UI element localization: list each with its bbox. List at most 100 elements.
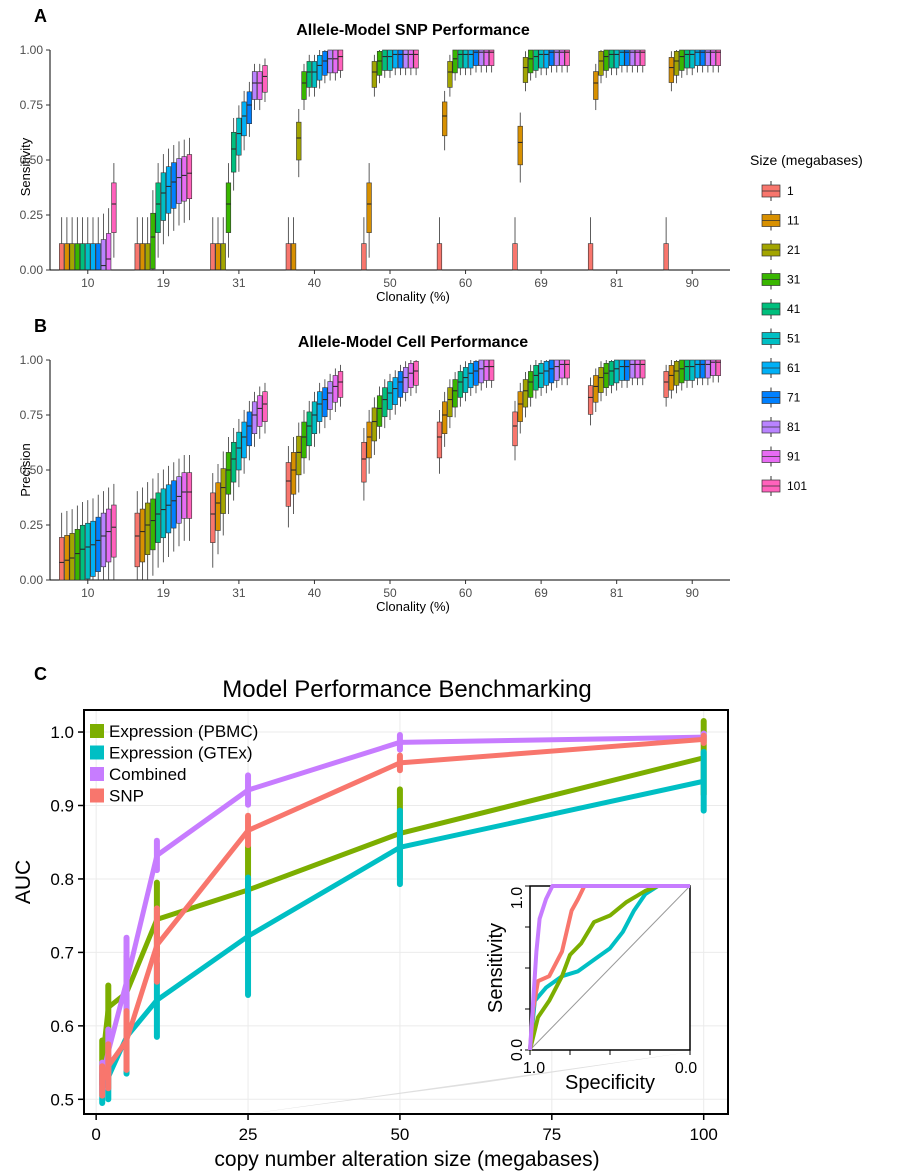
panel-a-box	[528, 49, 534, 74]
panel-b-box	[447, 387, 453, 418]
panel-a-box	[285, 243, 291, 271]
panel-a-box	[673, 51, 680, 76]
panel-c-legend-label: Expression (GTEx)	[109, 744, 253, 763]
panel-a-box	[629, 49, 635, 66]
panel-b-box	[442, 401, 448, 434]
panel-b-box	[85, 522, 91, 580]
panel-b-y-tick-label: 0.50	[20, 463, 44, 477]
panel-b-box	[225, 452, 232, 495]
panel-a-box	[689, 49, 695, 69]
panel-a-y-tick-label: 0.75	[20, 98, 44, 112]
panel-b-box	[246, 411, 252, 447]
panel-b-box	[95, 516, 101, 572]
panel-b-box	[512, 411, 518, 447]
panel-b-box	[111, 504, 117, 558]
panel-b-box	[710, 359, 716, 376]
panel-c-x-tick-label: 75	[542, 1125, 561, 1144]
panel-b-box	[473, 361, 479, 386]
panel-a-box	[538, 49, 544, 69]
panel-c-y-tick-label: 0.6	[50, 1017, 74, 1036]
panel-a-box	[442, 101, 448, 137]
panel-c-legend-label: Expression (PBMC)	[109, 722, 258, 741]
panel-a-box	[640, 49, 646, 66]
panel-b-box	[689, 359, 695, 381]
panel-a-box	[155, 182, 161, 233]
panel-a-box	[171, 162, 177, 209]
panel-a-box	[473, 49, 479, 66]
panel-a-box	[705, 49, 711, 66]
panel-b-box	[408, 363, 414, 389]
panel-b-box	[705, 359, 711, 379]
panel-b-x-tick-label: 10	[81, 586, 95, 600]
panel-a-box	[69, 243, 75, 271]
panel-b-box	[603, 363, 609, 389]
panel-a-box	[624, 49, 630, 66]
panel-c-x-tick-label: 25	[239, 1125, 258, 1144]
panel-b-box	[452, 379, 458, 408]
panel-a-box	[598, 51, 604, 76]
panel-b-box	[160, 488, 166, 539]
panel-a-box	[593, 71, 599, 100]
panel-a-x-tick-label: 60	[459, 276, 473, 290]
panel-a-box	[522, 57, 529, 83]
panel-a-box	[619, 49, 625, 66]
panel-b-x-tick-label: 31	[232, 586, 246, 600]
panel-a-x-tick-label: 90	[686, 276, 700, 290]
panel-b-box	[150, 498, 156, 551]
panel-a-box	[296, 121, 302, 161]
panel-b-box	[640, 359, 646, 379]
panel-a-box	[301, 71, 307, 100]
panel-a-box	[257, 71, 263, 100]
panel-b-box	[176, 476, 182, 524]
inset-xlabel: Specificity	[565, 1072, 655, 1094]
panel-b-box	[100, 512, 107, 568]
panel-a-box	[462, 49, 469, 69]
panel-b-box	[90, 520, 96, 577]
panel-a-box	[111, 182, 117, 233]
panel-a-y-tick-label: 0.25	[20, 208, 44, 222]
zoom-wedge	[248, 1052, 691, 1114]
panel-b-box	[165, 484, 172, 534]
panel-b-box	[251, 401, 258, 434]
panel-a-x-tick-label: 69	[534, 276, 548, 290]
panel-b-box	[301, 421, 307, 459]
panel-c-y-tick-label: 0.5	[50, 1090, 74, 1109]
panel-a-box	[457, 49, 463, 69]
panel-a-box	[543, 49, 549, 69]
panel-b-box	[634, 359, 641, 379]
panel-a-box	[413, 49, 419, 69]
panel-a-x-tick-label: 81	[610, 276, 624, 290]
panel-b-x-tick-label: 19	[157, 586, 171, 600]
panel-b-box	[337, 371, 344, 398]
panel-c-x-tick-label: 100	[690, 1125, 718, 1144]
size-legend-label: 101	[787, 479, 807, 493]
panel-b-box	[317, 391, 323, 422]
size-legend-label: 1	[787, 184, 794, 198]
panel-b-box	[376, 395, 383, 427]
panel-a-box	[176, 158, 182, 204]
panel-a-box	[90, 243, 96, 271]
panel-b-x-tick-label: 69	[534, 586, 548, 600]
panel-a-box	[512, 243, 518, 271]
panel-a-box	[290, 243, 297, 271]
panel-a-box	[371, 61, 377, 88]
inset-x-tick-label: 1.0	[523, 1060, 545, 1077]
panel-a-box	[408, 49, 414, 69]
size-legend-label: 21	[787, 243, 801, 257]
panel-a-box	[165, 166, 172, 214]
panel-b-box	[231, 441, 237, 483]
panel-b-box	[543, 361, 549, 386]
panel-b-box	[106, 508, 112, 563]
panel-a-box	[145, 243, 151, 271]
panel-b-box	[700, 359, 706, 379]
panel-b-box	[629, 359, 635, 379]
panel-a-box	[517, 125, 523, 166]
panel-b-box	[392, 377, 398, 405]
panel-b-box	[371, 407, 377, 442]
size-legend-label: 31	[787, 273, 801, 287]
panel-c-legend: Expression (PBMC) Expression (GTEx) Combin…	[90, 722, 258, 806]
panel-a-x-tick-label: 19	[157, 276, 171, 290]
panel-a-box	[447, 61, 453, 88]
panel-a-y-tick-label: 0.00	[20, 263, 44, 277]
